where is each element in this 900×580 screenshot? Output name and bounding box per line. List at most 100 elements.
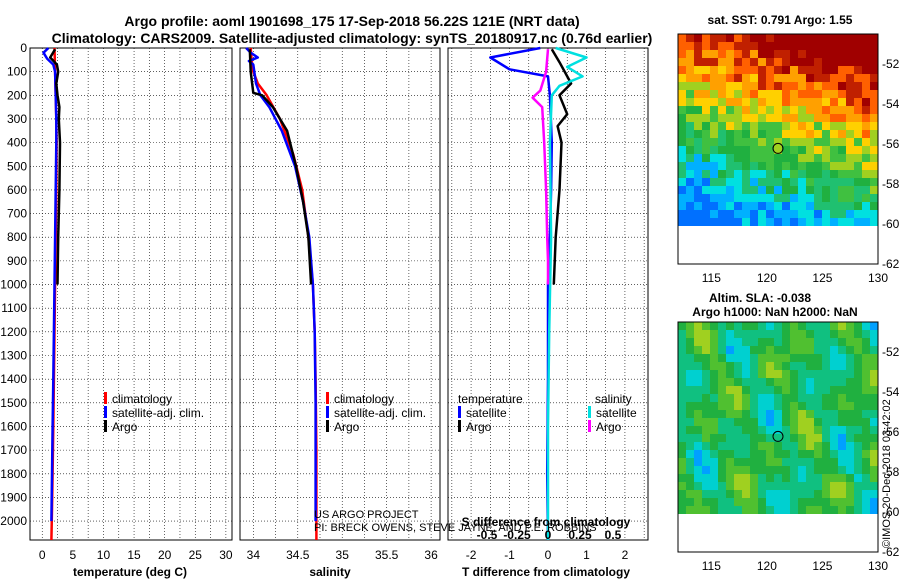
map-cell [678,474,686,482]
map-cell [710,210,718,218]
difference-legend: temperature satellite Argo salinity sate… [458,392,637,434]
legend-label: satellite [466,406,507,420]
map-cell [694,466,702,474]
map-cell [830,498,838,506]
map-cell [862,402,870,410]
map-cell [694,346,702,354]
map-cell [822,218,830,226]
map-cell [702,34,710,42]
map-cell [838,218,846,226]
map-cell [790,178,798,186]
map-cell [854,482,862,490]
map-cell [854,186,862,194]
legend-swatch-s-satellite [588,406,591,418]
map-cell [774,218,782,226]
map-cell [758,402,766,410]
map-cell [822,386,830,394]
depth-tick-label: 500 [7,159,27,173]
map-cell [782,346,790,354]
map-cell [758,50,766,58]
map-cell [862,90,870,98]
map-cell [806,410,814,418]
map-cell [742,130,750,138]
map-cell [798,346,806,354]
map-cell [782,58,790,66]
map-cell [806,186,814,194]
map-cell [710,218,718,226]
map-cell [862,370,870,378]
map-cell [726,442,734,450]
map-cell [862,362,870,370]
map-cell [774,498,782,506]
map-cell [678,394,686,402]
map-cell [686,330,694,338]
map-cell [726,450,734,458]
map-cell [686,154,694,162]
figure-title-line2: Climatology: CARS2009. Satellite-adjuste… [52,30,653,46]
map-lat-tick-label: -62 [882,257,900,271]
map-cell [758,210,766,218]
map-cell [758,34,766,42]
map-cell [790,378,798,386]
map-cell [726,146,734,154]
map-cell [750,354,758,362]
series-line-salinity [248,49,313,285]
map-cell [686,98,694,106]
map-cell [862,482,870,490]
map-cell [830,322,838,330]
map-cell [790,58,798,66]
map-lon-tick-label: 130 [868,559,888,573]
map-cell [718,146,726,154]
map-cell [782,130,790,138]
map-cell [686,162,694,170]
map-cell [734,338,742,346]
map-cell [710,434,718,442]
map-lat-tick-label: -56 [882,137,900,151]
map-cell [718,386,726,394]
map-cell [766,394,774,402]
map-cell [758,178,766,186]
map-cell [790,370,798,378]
map-cell [862,170,870,178]
map-cell [790,114,798,122]
legend-swatch-argo [326,420,329,432]
map-cell [862,434,870,442]
map-cell [862,74,870,82]
map-cell [830,354,838,362]
map-cell [726,354,734,362]
map-cell [750,386,758,394]
map-cell [790,218,798,226]
map-cell [766,506,774,514]
sla-map-title-line2: Argo h1000: NaN h2000: NaN [692,305,857,319]
map-cell [806,506,814,514]
map-cell [790,122,798,130]
map-cell [846,474,854,482]
map-cell [854,442,862,450]
map-cell [766,362,774,370]
map-cell [870,146,878,154]
legend-swatch-satellite [326,406,329,418]
map-cell [806,362,814,370]
map-cell [830,410,838,418]
map-cell [862,34,870,42]
map-cell [774,122,782,130]
map-cell [734,458,742,466]
map-lat-tick-label: -62 [882,545,900,559]
map-cell [758,154,766,162]
map-cell [750,130,758,138]
map-cell [830,378,838,386]
map-cell [718,418,726,426]
map-cell [734,506,742,514]
map-cell [790,82,798,90]
map-cell [694,330,702,338]
map-cell [766,482,774,490]
map-cell [830,218,838,226]
map-cell [862,378,870,386]
map-cell [766,50,774,58]
map-cell [750,106,758,114]
map-cell [822,66,830,74]
map-cell [806,402,814,410]
map-cell [846,114,854,122]
map-cell [726,386,734,394]
map-cell [846,106,854,114]
